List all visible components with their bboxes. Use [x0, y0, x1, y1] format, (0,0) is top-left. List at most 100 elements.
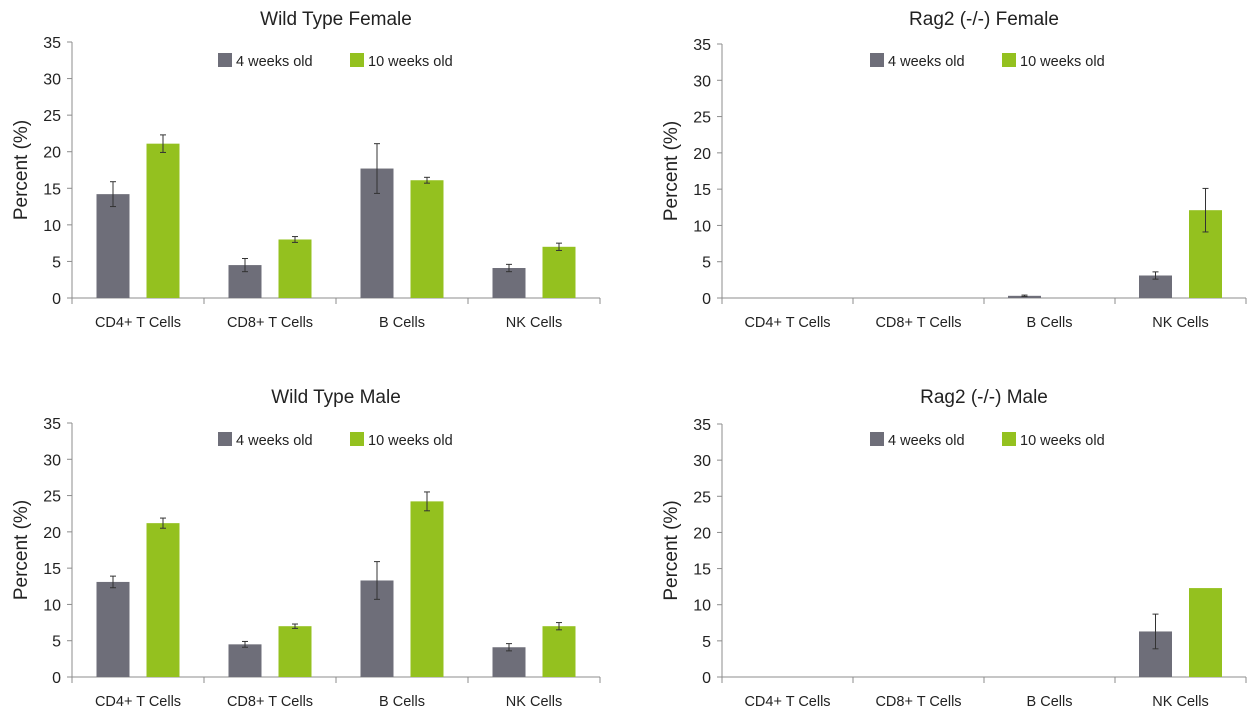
- y-tick-label: 20: [693, 525, 711, 542]
- error-bar: [292, 236, 298, 243]
- x-category-label: B Cells: [1027, 315, 1073, 331]
- error-bar: [1152, 271, 1159, 280]
- error-bar: [506, 263, 512, 273]
- bar-0-0: [96, 581, 130, 677]
- y-axis-title: Percent (%): [661, 121, 682, 221]
- legend-swatch: [218, 432, 232, 446]
- y-tick-label: 15: [693, 562, 711, 579]
- x-category-label: CD4+ T Cells: [95, 315, 181, 331]
- legend-swatch: [350, 432, 364, 446]
- y-tick-label: 20: [43, 525, 61, 542]
- y-tick-label: 0: [702, 670, 711, 687]
- error-bar: [1021, 294, 1028, 298]
- y-tick-label: 15: [693, 182, 711, 199]
- x-category-label: B Cells: [1027, 694, 1073, 710]
- error-bar: [374, 143, 380, 194]
- chart-panel-2: Rag2 (-/-) Female Percent (%) 0 5 10 15 20 25 30…: [661, 9, 1247, 331]
- error-bar: [160, 517, 166, 529]
- error-bar: [556, 622, 562, 631]
- bar-1-1: [278, 239, 312, 298]
- y-tick-label: 10: [43, 218, 61, 235]
- error-bar: [242, 258, 248, 273]
- chart-title: Rag2 (-/-) Female: [909, 9, 1059, 30]
- x-category-label: CD4+ T Cells: [95, 694, 181, 710]
- legend-label: 10 weeks old: [368, 433, 453, 449]
- x-category-label: CD8+ T Cells: [227, 694, 313, 710]
- y-tick-label: 25: [43, 489, 61, 506]
- y-axis-title: Percent (%): [661, 500, 682, 600]
- y-tick-label: 25: [693, 489, 711, 506]
- y-tick-label: 0: [52, 291, 61, 308]
- y-tick-label: 30: [693, 73, 711, 90]
- bar-0-3: [1139, 275, 1172, 298]
- bar-1-1: [278, 626, 312, 677]
- y-tick-label: 35: [43, 416, 61, 433]
- bar-1-0: [146, 143, 180, 298]
- x-category-label: NK Cells: [506, 315, 562, 331]
- x-category-label: CD4+ T Cells: [744, 315, 830, 331]
- y-tick-label: 0: [52, 670, 61, 687]
- legend-swatch: [218, 53, 232, 67]
- legend-swatch: [1002, 432, 1016, 446]
- x-category-label: CD8+ T Cells: [227, 315, 313, 331]
- error-bar: [424, 176, 430, 184]
- y-tick-label: 15: [43, 181, 61, 198]
- legend-label: 10 weeks old: [1020, 433, 1105, 449]
- x-category-label: CD4+ T Cells: [744, 694, 830, 710]
- bar-1-2: [410, 180, 444, 298]
- x-category-label: NK Cells: [1152, 315, 1208, 331]
- y-tick-label: 20: [43, 145, 61, 162]
- legend-label: 4 weeks old: [888, 54, 965, 70]
- legend-label: 4 weeks old: [888, 433, 965, 449]
- y-tick-label: 5: [52, 254, 61, 271]
- x-category-label: CD8+ T Cells: [875, 315, 961, 331]
- y-tick-label: 10: [693, 598, 711, 615]
- legend-swatch: [870, 432, 884, 446]
- bar-1-3: [1189, 588, 1222, 677]
- chart-title: Rag2 (-/-) Male: [920, 387, 1048, 408]
- bar-1-2: [410, 501, 444, 677]
- error-bar: [1202, 187, 1209, 233]
- error-bar: [1152, 613, 1159, 650]
- bar-1-3: [542, 246, 576, 298]
- error-bar: [374, 561, 380, 600]
- bar-1-3: [542, 626, 576, 677]
- error-bar: [292, 623, 298, 629]
- y-tick-label: 5: [702, 255, 711, 272]
- chart-title: Wild Type Female: [260, 9, 412, 30]
- legend-label: 10 weeks old: [368, 54, 453, 70]
- error-bar: [556, 242, 562, 251]
- y-tick-label: 25: [43, 108, 61, 125]
- chart-panel-1: Wild Type Female Percent (%) 0 5 10 15 20 25 30 3…: [11, 9, 601, 331]
- chart-panel-3: Wild Type Male Percent (%) 0 5 10 15 20 25 30 35 C…: [11, 387, 601, 710]
- y-tick-label: 30: [693, 453, 711, 470]
- bar-1-0: [146, 523, 180, 677]
- y-tick-label: 35: [43, 35, 61, 52]
- y-tick-label: 5: [52, 634, 61, 651]
- error-bar: [424, 491, 430, 512]
- y-axis-title: Percent (%): [11, 500, 32, 600]
- error-bar: [160, 134, 166, 153]
- bar-0-3: [492, 268, 526, 298]
- y-tick-label: 25: [693, 110, 711, 127]
- bar-0-3: [492, 647, 526, 677]
- y-tick-label: 15: [43, 561, 61, 578]
- error-bar: [110, 181, 116, 208]
- error-bar: [242, 640, 248, 648]
- legend-label: 4 weeks old: [236, 433, 313, 449]
- chart-title: Wild Type Male: [271, 387, 401, 408]
- y-tick-label: 35: [693, 37, 711, 54]
- y-tick-label: 5: [702, 634, 711, 651]
- x-category-label: CD8+ T Cells: [875, 694, 961, 710]
- error-bar: [110, 575, 116, 589]
- x-category-label: NK Cells: [1152, 694, 1208, 710]
- y-tick-label: 30: [43, 452, 61, 469]
- legend-swatch: [1002, 53, 1016, 67]
- y-tick-label: 35: [693, 417, 711, 434]
- y-tick-label: 20: [693, 146, 711, 163]
- chart-panel-4: Rag2 (-/-) Male Percent (%) 0 5 10 15 20 25 30 35…: [661, 387, 1247, 710]
- bar-0-1: [228, 644, 262, 677]
- legend-label: 4 weeks old: [236, 54, 313, 70]
- bar-0-0: [96, 194, 130, 298]
